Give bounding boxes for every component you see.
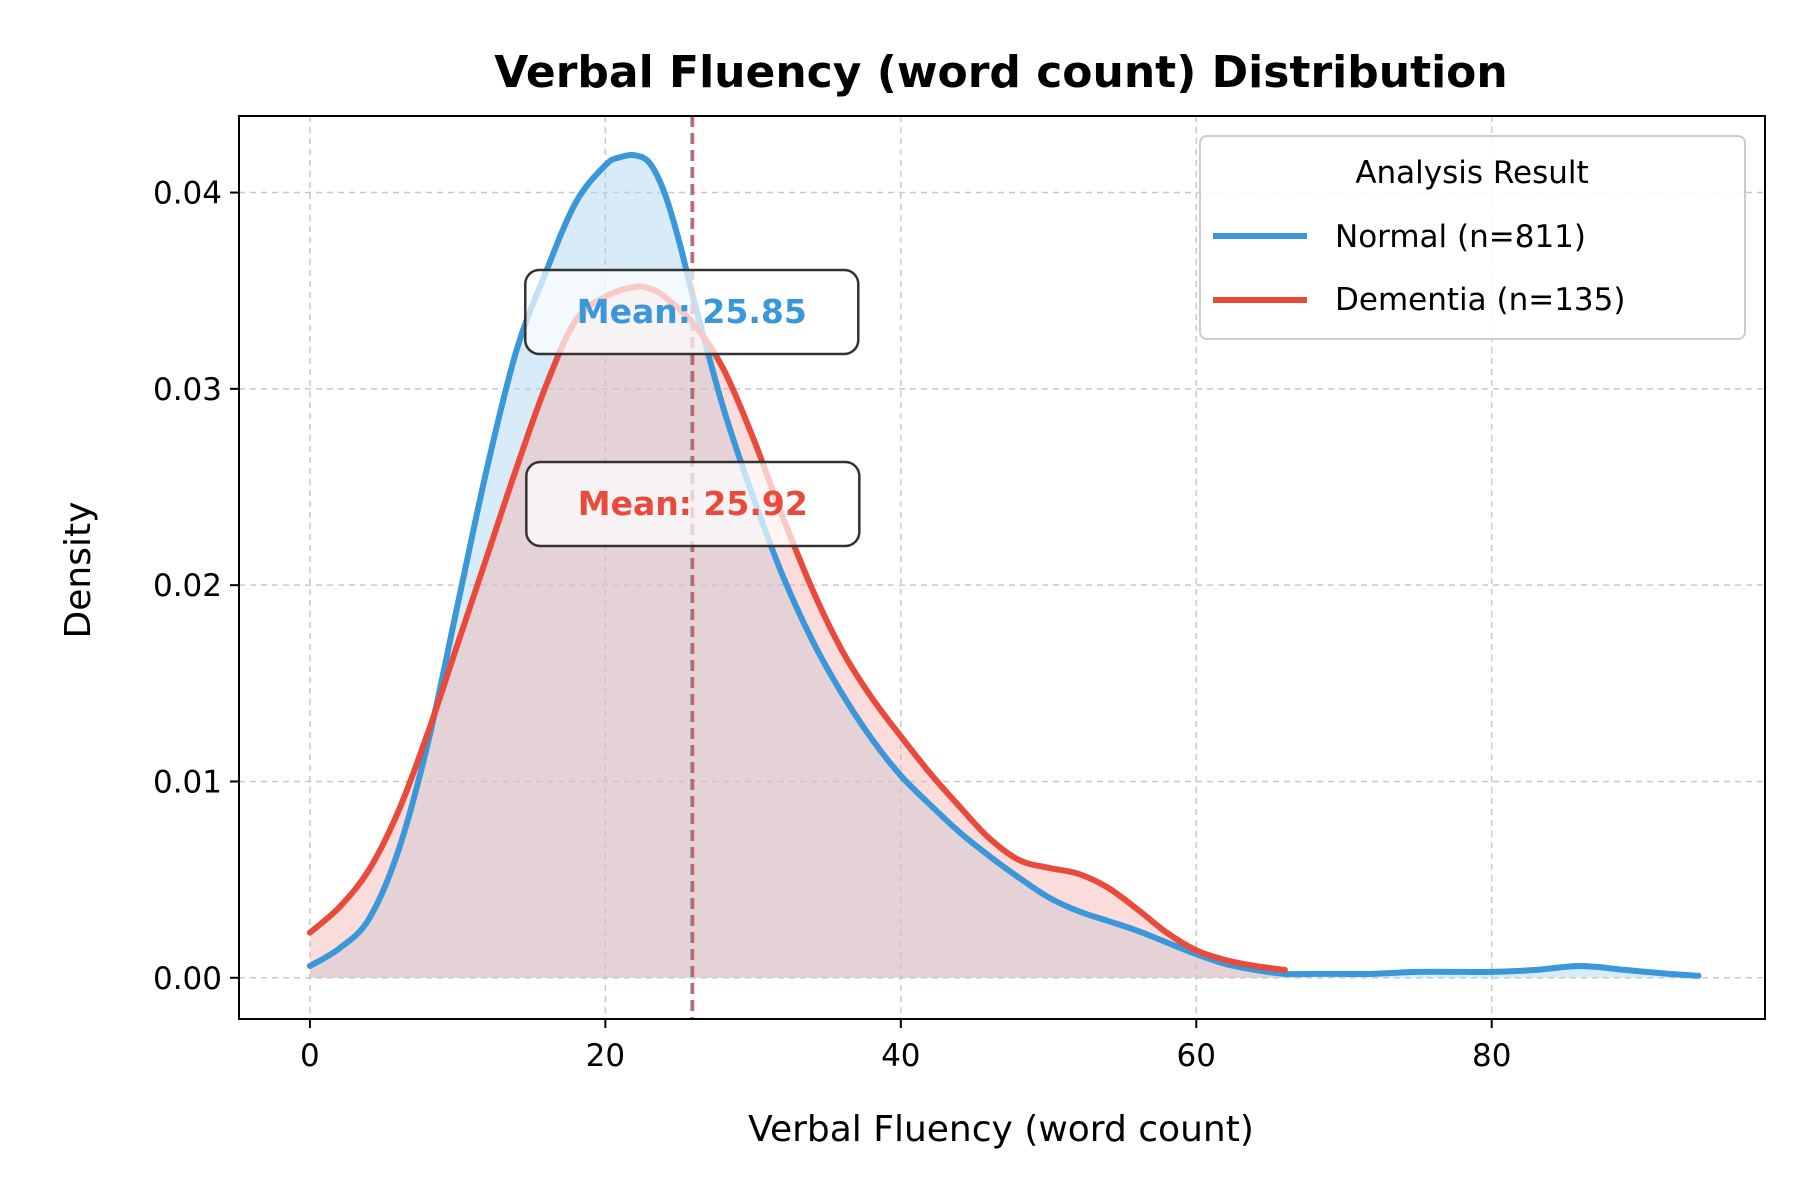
y-tick-label: 0.02	[153, 568, 222, 604]
x-tick-label: 40	[881, 1038, 920, 1074]
x-tick-label: 0	[300, 1038, 320, 1074]
plot-frame	[238, 115, 1766, 1020]
y-tick-label: 0.03	[153, 372, 222, 408]
density-fill-normal	[309, 154, 1699, 978]
y-tick-label: 0.01	[153, 764, 222, 800]
y-tick-label: 0.00	[153, 961, 222, 997]
x-tick-label: 60	[1177, 1038, 1216, 1074]
x-tick-label: 20	[586, 1038, 625, 1074]
mean-annotation-label-normal: Mean: 25.85	[577, 292, 807, 331]
grid-lines	[239, 116, 1765, 1019]
chart-title: Verbal Fluency (word count) Distribution	[494, 47, 1508, 98]
density-fills	[309, 154, 1699, 978]
legend-label-dementia: Dementia (n=135)	[1335, 282, 1625, 318]
mean-annotation-box-dementia	[525, 460, 861, 548]
axis-ticks: 0 20 40 60 80 0.00 0.01 0.02 0.03 0.04	[153, 176, 1511, 1074]
legend-box	[1199, 135, 1746, 340]
mean-annotation-label-dementia: Mean: 25.92	[578, 484, 808, 523]
legend-title: Analysis Result	[1355, 155, 1588, 191]
mean-annotations: Mean: 25.85 Mean: 25.92	[524, 268, 861, 548]
y-tick-label: 0.04	[153, 176, 222, 212]
legend: Analysis Result Normal (n=811) Dementia …	[1199, 135, 1746, 340]
density-line-normal	[306, 151, 1702, 979]
mean-lines	[690, 116, 695, 1019]
x-tick-label: 80	[1472, 1038, 1511, 1074]
legend-label-normal: Normal (n=811)	[1335, 219, 1586, 255]
x-axis-label: Verbal Fluency (word count)	[748, 1109, 1254, 1150]
y-axis-label: Density	[58, 502, 99, 639]
density-fill-dementia	[309, 286, 1285, 978]
mean-annotation-box-normal	[524, 268, 860, 356]
